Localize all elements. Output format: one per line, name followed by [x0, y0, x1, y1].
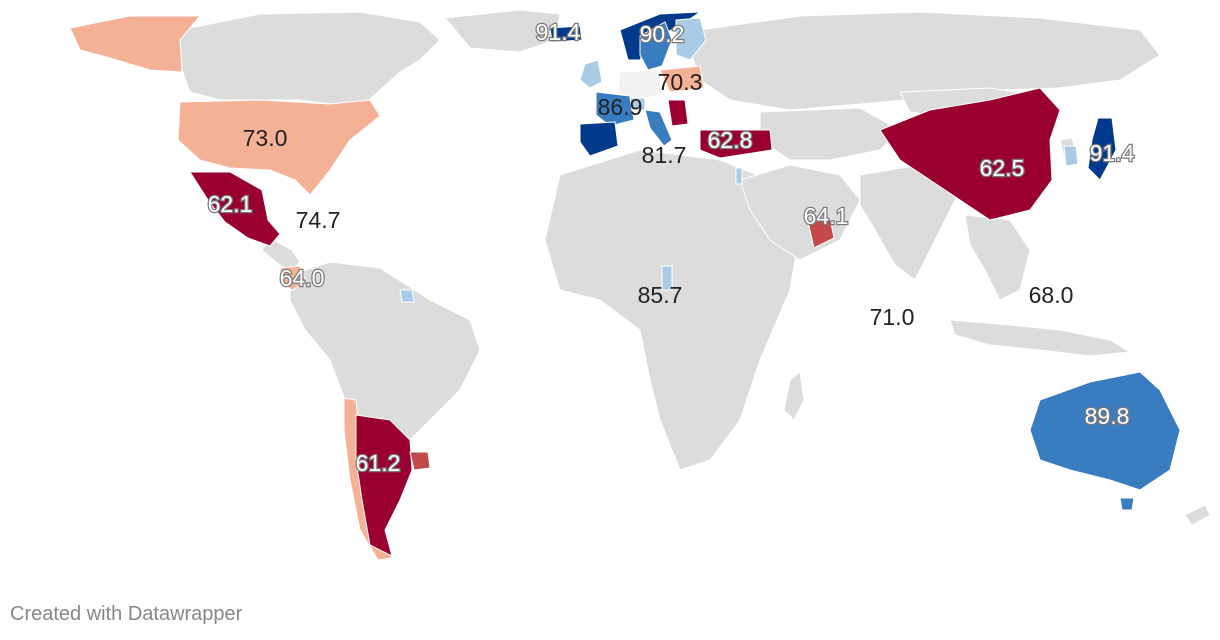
country-svalbard[interactable] — [549, 25, 583, 43]
country-italy[interactable] — [644, 109, 673, 147]
label-poland: 70.3 — [658, 69, 703, 95]
country-mexico[interactable] — [189, 171, 281, 247]
countries-colored — [69, 11, 1181, 561]
country-colombia[interactable] — [279, 265, 307, 291]
south-america-region[interactable] — [289, 261, 481, 441]
label-colombia: 64.0 — [280, 265, 325, 291]
label-india-ocean: 71.0 — [870, 304, 915, 330]
label-uae: 64.1 — [804, 203, 849, 229]
country-uruguay[interactable] — [409, 451, 431, 471]
label-rwanda: 85.7 — [638, 282, 683, 308]
indonesia-region[interactable] — [949, 319, 1132, 357]
datawrapper-credit[interactable]: Created with Datawrapper — [10, 603, 243, 625]
country-rwanda[interactable] — [661, 265, 673, 291]
value-labels: 91.4 90.2 70.3 73.0 86.9 62.8 81.7 62.5 … — [206, 18, 1135, 478]
country-france[interactable] — [595, 91, 635, 127]
label-philippines: 68.0 — [1029, 282, 1074, 308]
madagascar-region[interactable] — [783, 371, 805, 421]
russia-region[interactable] — [689, 11, 1161, 111]
canada-region[interactable] — [179, 11, 441, 109]
country-south-korea[interactable] — [1063, 145, 1079, 167]
label-mexico: 62.1 — [208, 191, 253, 217]
label-italy: 81.7 — [642, 142, 687, 168]
southeast-asia-region[interactable] — [964, 214, 1031, 301]
country-oman[interactable] — [807, 217, 835, 249]
label-norway: 91.4 — [536, 19, 581, 45]
country-suriname[interactable] — [399, 289, 415, 303]
new-zealand-region[interactable] — [1184, 504, 1211, 526]
country-usa[interactable] — [177, 99, 381, 196]
country-japan[interactable] — [1087, 117, 1117, 181]
label-switzerland: 86.9 — [598, 94, 643, 120]
label-turkey: 62.8 — [708, 127, 753, 153]
country-germany[interactable] — [617, 69, 663, 101]
label-australia: 89.8 — [1085, 403, 1130, 429]
central-asia-region[interactable] — [759, 107, 901, 161]
country-argentina[interactable] — [355, 414, 413, 557]
country-china[interactable] — [879, 87, 1061, 221]
country-poland[interactable] — [659, 65, 705, 93]
country-balkans[interactable] — [667, 99, 689, 127]
label-china: 62.5 — [980, 155, 1025, 181]
country-spain[interactable] — [579, 121, 619, 157]
country-alaska[interactable] — [69, 15, 202, 73]
africa-region[interactable] — [544, 149, 801, 471]
country-israel[interactable] — [735, 167, 743, 185]
label-japan: 91.4 — [1090, 140, 1135, 166]
country-turkey[interactable] — [699, 129, 773, 159]
label-sweden: 90.2 — [640, 21, 685, 47]
country-sweden[interactable] — [639, 21, 673, 71]
country-uk[interactable] — [579, 59, 603, 89]
label-usa: 73.0 — [243, 125, 288, 151]
country-finland[interactable] — [675, 17, 707, 61]
label-caribbean: 74.7 — [296, 207, 341, 233]
country-australia[interactable] — [1029, 371, 1181, 491]
land-no-data — [179, 9, 1211, 526]
country-tasmania[interactable] — [1119, 497, 1135, 511]
label-argentina: 61.2 — [356, 450, 401, 476]
